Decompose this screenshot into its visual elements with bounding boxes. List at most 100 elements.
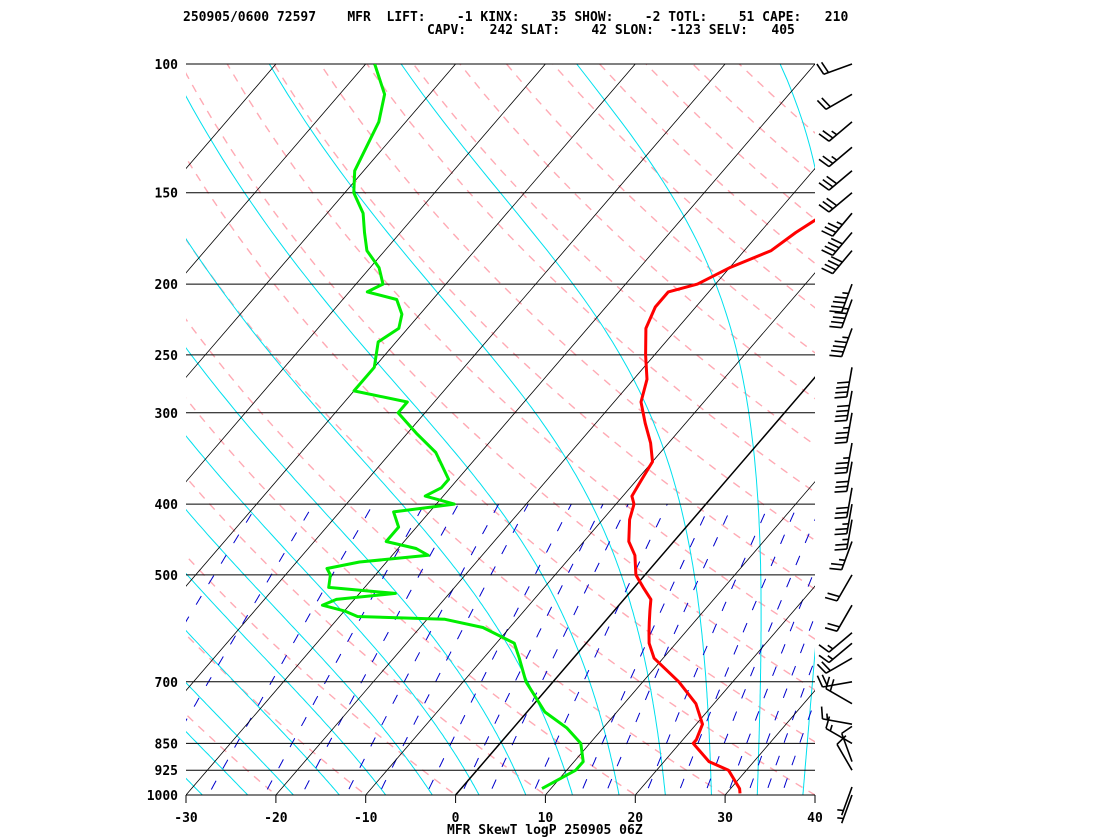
wind-barb-flag [834,311,847,315]
isotherm-line [186,64,815,795]
wind-barb-flag [832,300,846,304]
dry-adiabat-line [186,72,815,691]
wind-barb-flag [827,241,840,249]
wind-barb-flag [834,516,847,519]
wind-barb-staff [828,146,853,168]
wind-barb-half-flag [836,221,843,226]
isotherm-line [275,167,815,795]
moist-adiabat-line [847,48,935,811]
wind-barb-flag [831,562,844,566]
wind-barb-half-flag [831,155,838,161]
wind-barb-flag [827,592,840,598]
wind-barb-flag [821,230,834,237]
wind-barb-flag [836,735,847,745]
dry-adiabat-line [186,156,815,743]
wind-barb-flag [841,725,853,735]
wind-barb-staff [822,681,853,688]
isotherm-line [186,64,726,692]
wind-barb-flag [822,130,834,139]
wind-barb-flag [835,511,848,515]
wind-barb [836,735,853,771]
dry-adiabat-line [186,318,727,795]
moist-adiabat-line [186,95,620,795]
wind-barb-flag [824,226,837,234]
wind-barb-flag [821,267,834,275]
moist-adiabat-line [186,347,527,795]
isotherm-line [0,64,96,795]
wind-barb-flag [829,310,842,313]
wind-barb-flag [818,654,830,664]
wind-barb-flag [821,249,834,257]
dry-adiabat-line [645,64,815,221]
wind-barb-flag [816,99,827,110]
mixing-ratio-line [703,518,815,795]
isotherm-line [186,64,636,587]
wind-barb-flag [821,661,831,672]
isotherm-line [186,64,456,378]
isotherm-line [365,272,815,795]
wind-barb-flag [816,63,825,75]
mixing-ratio-line [579,503,711,795]
wind-barb-flag [837,404,850,408]
dry-adiabat-line [319,64,815,542]
wind-barb-flag [837,381,850,384]
isotherm-line [724,689,815,795]
wind-barb-flag [836,480,849,484]
wind-barbs [816,61,853,824]
dry-adiabat-line [412,64,815,446]
wind-barb-half-flag [826,713,829,720]
dry-adiabat-line [273,64,815,590]
moist-adiabat-line [186,682,295,795]
mixing-ratio-line [531,503,668,795]
moist-adiabat-line [186,238,574,795]
wind-barb [818,146,853,168]
isobar-lines [186,63,815,796]
wind-barb [837,786,853,816]
wind-barb-staff [828,121,853,142]
wind-barb-flag [827,222,840,230]
dry-adiabat-line [186,476,547,795]
temperature-tick-label: 20 [627,811,643,826]
wind-barb-staff [825,657,853,674]
mixing-ratio-line [677,503,799,795]
wind-barb-flag [824,245,837,253]
chart-footer-title: MFR SkewT logP 250905 06Z [447,823,643,838]
wind-barb-flag [834,419,847,423]
dry-adiabat-line [366,64,815,494]
wind-barb-flag [836,431,849,435]
wind-barb [829,299,853,329]
wind-barb-flag [824,627,838,632]
wind-barb-flag [820,61,830,74]
wind-barb [834,442,853,475]
wind-barb-flag [834,532,847,536]
moist-adiabat-line [400,64,712,795]
wind-barb-flag [831,320,844,324]
wind-barb [818,632,853,653]
wind-barb-flag [834,490,847,493]
mixing-ratio-line [604,503,734,795]
wind-barb-flag [821,674,829,687]
wind-barb-half-flag [837,817,844,820]
mixing-ratio-line [780,699,815,795]
wind-barb [824,574,853,602]
isotherm-line [814,794,815,795]
moist-adiabat-line [186,777,204,795]
wind-barb-flag [835,436,848,440]
wind-barb-half-flag [829,724,833,732]
wind-barb-flag [829,567,842,571]
wind-barb [821,212,853,237]
wind-barb [821,250,853,275]
wind-barb [834,367,853,399]
wind-barb-half-flag [838,558,846,562]
wind-barb-flag [836,409,849,413]
moist-adiabat-line [0,342,83,811]
wind-barb-half-flag [837,809,844,812]
wind-barb-half-flag [842,292,849,295]
wind-barb-flag [836,386,849,389]
temperature-tick-labels: -30 -20 -10 0 10 20 30 40 [174,795,823,826]
wind-barb-flag [835,414,848,418]
isotherm-line [455,376,815,795]
pressure-tick-label: 400 [155,498,179,513]
wind-barb-flag [836,461,849,465]
